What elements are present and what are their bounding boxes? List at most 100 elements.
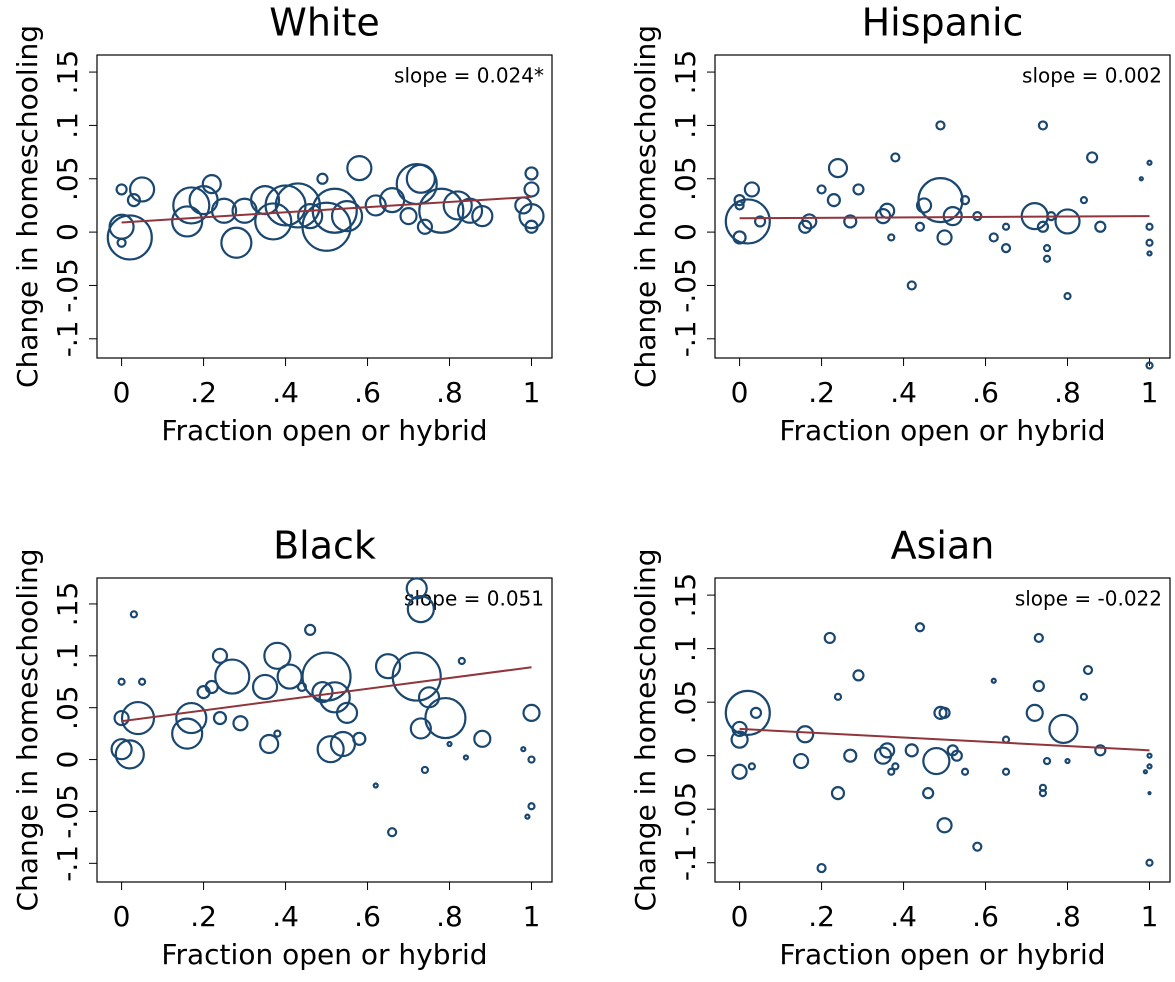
point bbox=[188, 184, 219, 216]
y-tick-label: -.1 bbox=[669, 844, 702, 881]
fit-line bbox=[739, 727, 1150, 752]
point bbox=[420, 765, 430, 775]
point bbox=[259, 733, 280, 755]
point bbox=[297, 203, 324, 230]
point bbox=[1079, 692, 1089, 701]
point bbox=[1037, 120, 1049, 131]
x-tick-label: .4 bbox=[890, 376, 917, 409]
y-tick-label: -.1 bbox=[51, 845, 84, 882]
point bbox=[113, 709, 130, 727]
y-tick-label: .15 bbox=[51, 50, 84, 95]
point bbox=[214, 658, 251, 695]
point bbox=[816, 862, 827, 874]
point bbox=[827, 157, 849, 179]
point bbox=[1042, 244, 1052, 253]
point bbox=[263, 641, 292, 670]
point bbox=[418, 187, 465, 234]
point bbox=[220, 226, 253, 259]
plot-frame bbox=[714, 577, 1171, 883]
point bbox=[904, 743, 919, 758]
x-tick-label: 0 bbox=[113, 376, 131, 409]
point bbox=[1000, 243, 1012, 254]
point bbox=[201, 173, 222, 195]
point bbox=[527, 755, 536, 764]
y-tick-label: 0 bbox=[51, 751, 84, 769]
point bbox=[424, 696, 467, 740]
point bbox=[887, 767, 896, 776]
point bbox=[406, 595, 435, 624]
y-tick-label: 0 bbox=[669, 223, 702, 241]
point bbox=[1032, 680, 1045, 693]
point bbox=[175, 701, 208, 735]
point bbox=[906, 280, 917, 291]
panel-title: Black bbox=[273, 524, 376, 568]
point bbox=[730, 730, 749, 749]
point bbox=[316, 735, 345, 764]
point bbox=[933, 705, 948, 720]
y-tick-label: .05 bbox=[669, 156, 702, 201]
y-axis-label: Change in homeschooling bbox=[629, 549, 662, 912]
point bbox=[171, 717, 204, 750]
point bbox=[731, 763, 748, 780]
point bbox=[126, 192, 141, 208]
point bbox=[1146, 250, 1153, 257]
y-tick-label: 0 bbox=[669, 747, 702, 765]
point bbox=[346, 154, 373, 182]
x-tick-label: .2 bbox=[190, 900, 217, 933]
y-tick-label: .05 bbox=[51, 685, 84, 730]
point bbox=[212, 710, 228, 726]
plot-frame bbox=[714, 54, 1171, 359]
point bbox=[891, 762, 900, 771]
y-tick-label: -.1 bbox=[669, 320, 702, 357]
point bbox=[527, 802, 536, 811]
point bbox=[473, 729, 492, 748]
point bbox=[1054, 208, 1081, 235]
point bbox=[274, 182, 321, 229]
x-tick-label: .6 bbox=[972, 376, 999, 409]
point bbox=[304, 623, 317, 636]
point bbox=[917, 176, 964, 224]
x-axis-label: Fraction open or hybrid bbox=[779, 414, 1105, 447]
point bbox=[1048, 713, 1079, 745]
x-tick-label: .8 bbox=[1054, 376, 1081, 409]
point bbox=[316, 172, 329, 185]
x-tick-label: 0 bbox=[731, 376, 749, 409]
point bbox=[833, 692, 843, 701]
x-axis-label: Fraction open or hybrid bbox=[161, 414, 487, 447]
point bbox=[938, 706, 951, 719]
x-tick-label: .6 bbox=[354, 900, 381, 933]
point bbox=[816, 184, 827, 195]
point bbox=[129, 610, 138, 619]
y-tick-label: -.05 bbox=[669, 782, 702, 837]
point bbox=[935, 120, 946, 131]
x-tick-label: .2 bbox=[190, 376, 217, 409]
point bbox=[273, 729, 282, 738]
point bbox=[523, 181, 540, 198]
y-axis-label: Change in homeschooling bbox=[11, 549, 44, 912]
panel: Black 0 .2 .4 .6 .8 1 -.1 -.05 0 .05 .1 .15 Fraction … bbox=[11, 524, 553, 971]
x-tick-label: .8 bbox=[1054, 900, 1081, 933]
y-tick-label: -.05 bbox=[51, 784, 84, 839]
slope-annotation: slope = 0.024* bbox=[394, 64, 544, 88]
point bbox=[1001, 735, 1011, 744]
point bbox=[456, 197, 484, 224]
point bbox=[1042, 756, 1052, 766]
y-tick-label: .1 bbox=[51, 112, 84, 139]
point bbox=[950, 749, 963, 762]
point bbox=[887, 233, 896, 242]
y-tick-label: -.1 bbox=[51, 320, 84, 357]
point bbox=[387, 827, 398, 838]
point bbox=[915, 197, 933, 214]
x-tick-label: .6 bbox=[354, 376, 381, 409]
fit-line bbox=[121, 195, 532, 224]
point bbox=[120, 700, 156, 736]
point bbox=[301, 651, 352, 702]
point bbox=[251, 673, 279, 701]
point bbox=[172, 186, 211, 225]
point bbox=[936, 817, 953, 834]
slope-annotation: slope = 0.002 bbox=[1022, 64, 1162, 88]
panel: White 0 .2 .4 .6 .8 1 -.1 -.05 0 .05 .1 .15 Fraction … bbox=[11, 1, 553, 447]
y-tick-label: .05 bbox=[669, 680, 702, 725]
x-tick-label: .4 bbox=[272, 900, 299, 933]
